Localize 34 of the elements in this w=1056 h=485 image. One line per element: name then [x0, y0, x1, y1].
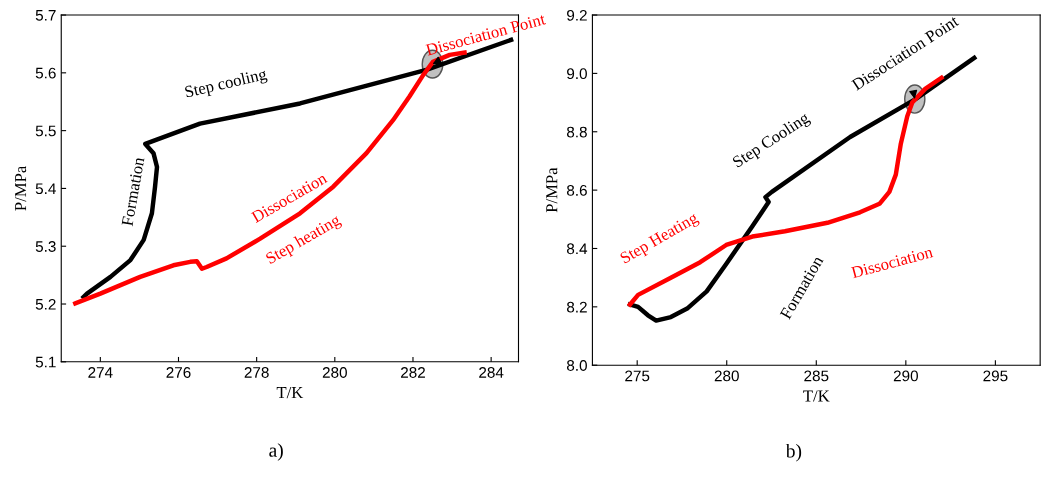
x-tick-label: 280	[714, 370, 739, 382]
x-tick-label: 276	[166, 367, 191, 378]
x-tick-label: 295	[983, 370, 1008, 382]
y-tick-label: 8.2	[566, 301, 587, 313]
text: a)	[269, 443, 283, 461]
y-tick-label: 5.1	[35, 356, 56, 368]
x-axis-title: T/K	[276, 387, 304, 399]
y-axis-title: P/MPa	[15, 165, 27, 211]
y-tick-label: 5.6	[35, 67, 56, 79]
x-tick-label: 275	[625, 370, 650, 382]
annotation: Step cooling	[184, 67, 269, 101]
y-tick-label: 9.0	[567, 68, 587, 80]
x-tick-label: 280	[322, 367, 347, 378]
annotation: Dissociation	[850, 246, 934, 279]
y-tick-label: 8.0	[566, 360, 587, 371]
x-tick-label: 285	[804, 370, 829, 382]
x-tick-label: 282	[401, 367, 425, 378]
x-tick-label: 278	[244, 367, 269, 378]
y-tick-label: 9.2	[567, 9, 587, 21]
y-tick-label: 5.4	[35, 183, 56, 195]
y-tick-label: 8.4	[566, 243, 588, 255]
x-tick-label: 274	[88, 367, 113, 378]
y-axis-title: P/MPa	[546, 167, 558, 213]
y-tick-label: 5.3	[35, 241, 56, 252]
x-axis-title: T/K	[803, 390, 830, 402]
x-tick-label: 284	[479, 367, 504, 378]
text: b)	[785, 443, 802, 462]
y-tick-label: 5.5	[35, 125, 56, 137]
y-tick-label: 5.2	[35, 298, 56, 310]
annotation: Formation	[121, 156, 145, 227]
x-tick-label: 290	[893, 370, 918, 382]
y-tick-label: 5.7	[35, 10, 56, 21]
y-tick-label: 8.6	[566, 184, 587, 196]
y-tick-label: 8.8	[566, 126, 587, 138]
